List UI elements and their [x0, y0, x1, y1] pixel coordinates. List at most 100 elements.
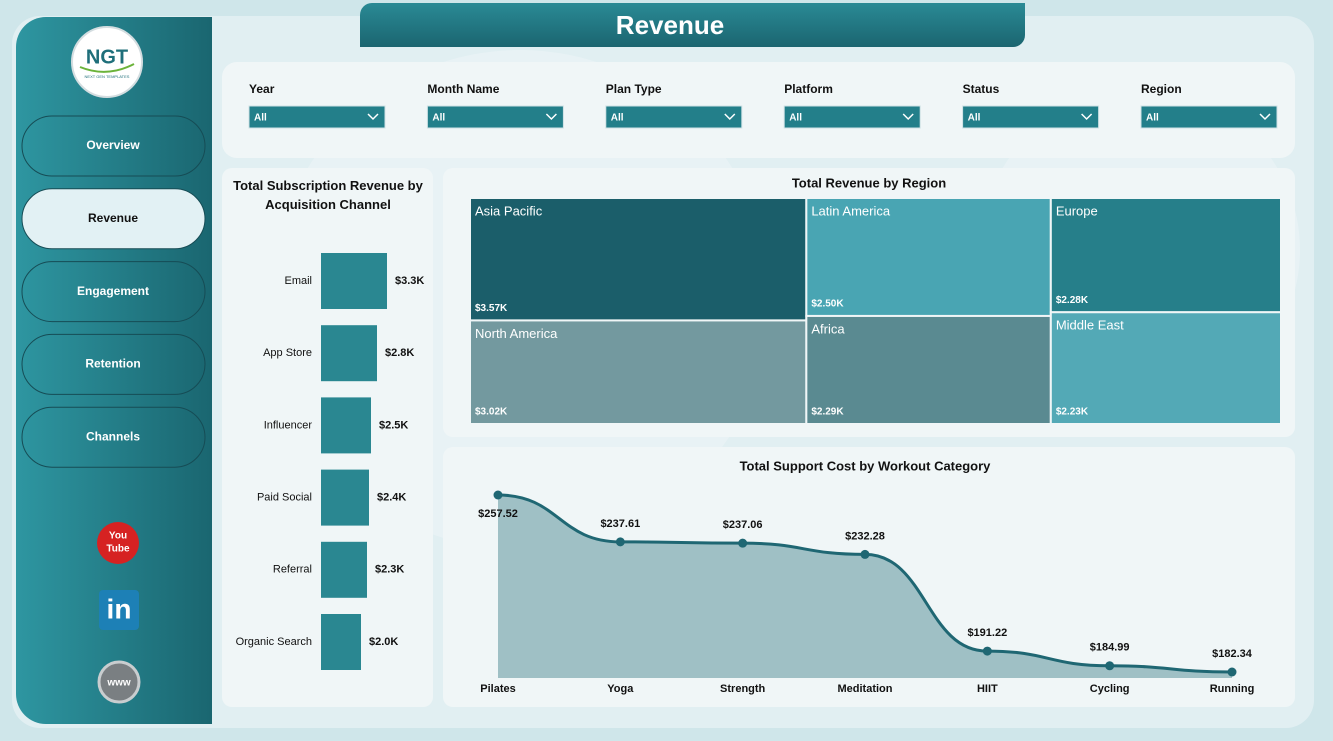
- content: Overview Revenue Engagement Retention Channe…: [21, 82, 1283, 695]
- data-label: $237.06: [723, 519, 763, 531]
- filter-label: Year: [249, 82, 275, 96]
- x-tick-label: Meditation: [838, 683, 893, 695]
- tile-label: Middle East: [1056, 318, 1124, 333]
- x-tick-label: Yoga: [607, 683, 634, 695]
- tile-value: $2.29K: [811, 407, 844, 418]
- chevron: [902, 113, 914, 121]
- treemap-tile: [469, 197, 808, 322]
- data-label: $2.3K: [375, 564, 404, 576]
- category-label: Influencer: [264, 419, 313, 431]
- treemap-tile: [805, 314, 1052, 425]
- youtube-text: Tube: [106, 544, 130, 555]
- tile-label: Europe: [1056, 203, 1098, 218]
- data-label: $184.99: [1090, 642, 1130, 654]
- bar: [321, 397, 371, 454]
- point: [615, 537, 625, 547]
- point: [493, 490, 503, 500]
- filter-label: Month Name: [427, 82, 499, 96]
- tile-value: $2.50K: [811, 299, 844, 310]
- treemap-tile: [469, 319, 808, 426]
- nav-button[interactable]: [21, 115, 206, 177]
- youtube-icon[interactable]: [97, 522, 139, 564]
- nav-label: Revenue: [88, 211, 138, 225]
- data-label: $257.52: [478, 508, 518, 520]
- filter-panel: [222, 62, 1295, 158]
- filter-dropdown[interactable]: [248, 105, 386, 129]
- bar: [321, 253, 387, 309]
- nav-label: Overview: [86, 138, 140, 152]
- tile-label: Latin America: [811, 203, 891, 218]
- filter-dropdown[interactable]: [426, 105, 564, 129]
- tile-value: $3.57K: [475, 303, 508, 314]
- web-icon[interactable]: [97, 660, 141, 704]
- data-label: $3.3K: [395, 275, 424, 287]
- category-label: Paid Social: [257, 492, 312, 504]
- chart-title: Total Support Cost by Workout Category: [740, 458, 992, 473]
- nav-button[interactable]: [21, 188, 206, 250]
- data-label: $232.28: [845, 530, 885, 542]
- data-label: $182.34: [1212, 648, 1253, 660]
- chevron: [545, 113, 557, 121]
- chevron: [1081, 113, 1093, 121]
- nav-label: Channels: [86, 429, 140, 443]
- logo-mark: NGT: [86, 46, 128, 68]
- data-label: $191.22: [967, 627, 1007, 639]
- point: [982, 646, 992, 656]
- chart-title: Total Subscription Revenue by Acquisitio…: [233, 178, 423, 212]
- nav-button[interactable]: [21, 261, 206, 323]
- bar: [321, 614, 361, 670]
- data-label: $237.61: [600, 518, 640, 530]
- category-label: App Store: [263, 347, 312, 359]
- data-label: $2.8K: [385, 347, 414, 359]
- filter-value: All: [432, 113, 445, 124]
- tile-value: $2.28K: [1056, 295, 1089, 306]
- filter-label: Status: [963, 82, 1000, 96]
- nav-label: Retention: [85, 357, 140, 371]
- tile-label: Africa: [811, 321, 845, 336]
- youtube-text: You: [109, 531, 127, 542]
- filter-value: All: [1146, 113, 1159, 124]
- bar: [321, 469, 369, 526]
- point: [738, 538, 748, 548]
- point: [1227, 667, 1237, 677]
- point: [860, 549, 870, 559]
- filter-dropdown[interactable]: [962, 105, 1100, 129]
- tile-value: $2.23K: [1056, 407, 1089, 418]
- data-label: $2.0K: [369, 636, 398, 648]
- chevron: [724, 113, 736, 121]
- filter-dropdown[interactable]: [783, 105, 921, 129]
- x-tick-label: Cycling: [1090, 683, 1130, 695]
- filter-label: Plan Type: [606, 82, 662, 96]
- filter-value: All: [968, 113, 981, 124]
- point: [1105, 661, 1115, 671]
- nav-label: Engagement: [77, 284, 149, 298]
- treemap-tile: [1049, 311, 1283, 426]
- area: [498, 495, 1232, 678]
- data-label: $2.4K: [377, 492, 406, 504]
- tile-label: Asia Pacific: [475, 203, 543, 218]
- nav-button[interactable]: [21, 333, 206, 395]
- category-label: Referral: [273, 564, 312, 576]
- category-label: Email: [284, 275, 312, 287]
- filter-dropdown[interactable]: [1140, 105, 1278, 129]
- filter-value: All: [611, 113, 624, 124]
- filter-value: All: [254, 113, 267, 124]
- linkedin-icon[interactable]: [99, 590, 139, 630]
- title-tab: [360, 3, 1025, 47]
- logo-tagline: NEXT GEN TEMPLATES: [85, 74, 130, 79]
- chevron: [1259, 113, 1271, 121]
- filter-value: All: [789, 113, 802, 124]
- filter-dropdown[interactable]: [605, 105, 743, 129]
- x-tick-label: Pilates: [480, 683, 515, 695]
- linkedin-text: in: [107, 593, 132, 624]
- category-label: Organic Search: [236, 636, 312, 648]
- chart-title: Total Revenue by Region: [792, 175, 946, 190]
- bar: [321, 541, 367, 598]
- logo-swoosh: [79, 63, 135, 73]
- web-text: www: [106, 678, 131, 689]
- logo: [71, 26, 143, 98]
- filter-label: Region: [1141, 82, 1182, 96]
- nav-button[interactable]: [21, 406, 206, 468]
